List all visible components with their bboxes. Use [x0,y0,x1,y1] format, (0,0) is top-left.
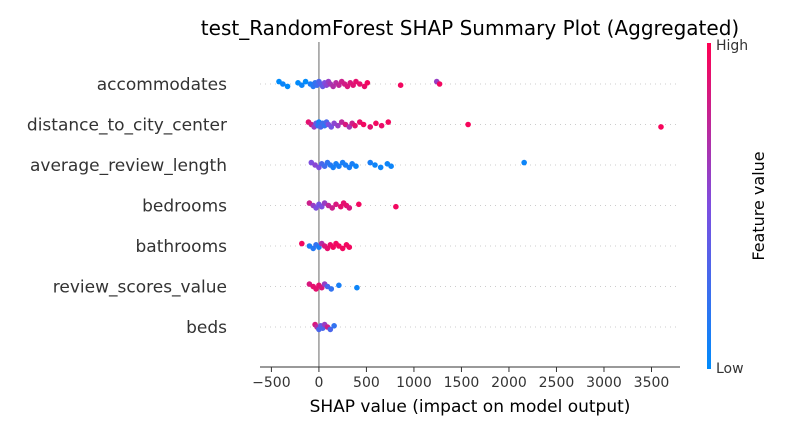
feature-label: distance_to_city_center [27,116,227,136]
shap-point [378,122,385,129]
feature-label: review_scores_value [53,278,227,298]
feature-label: bathrooms [136,237,228,257]
shap-point [331,323,337,329]
shap-point [302,78,309,85]
shap-point [377,164,384,171]
shap-point [299,240,305,247]
colorbar-high-label: High [716,38,748,54]
x-tick-label: 2000 [491,375,527,391]
shap-point [284,83,291,90]
feature-label: beds [186,318,227,338]
shap-point [367,159,374,166]
shap-point [280,81,286,87]
shap-point [372,162,378,168]
x-tick-label: 3500 [634,375,670,391]
shap-point [465,121,471,128]
shap-point [346,205,353,211]
x-axis-label: SHAP value (impact on model output) [310,397,631,417]
feature-label: accommodates [97,75,227,95]
shap-point [336,282,342,289]
shap-point [658,124,664,130]
shap-points [276,78,664,333]
shap-point [335,122,341,129]
x-tick-label: 1000 [396,375,432,391]
feature-label: average_review_length [30,156,227,176]
shap-point [353,163,359,169]
shap-point [356,201,362,208]
shap-point [397,82,404,88]
x-tick-label: 2500 [539,375,575,391]
shap-point [373,120,379,127]
shap-point [436,81,443,87]
shap-point [364,80,371,86]
colorbar-label: Feature value [749,151,768,260]
shap-point [352,122,358,129]
shap-point [333,201,339,208]
shap-point [346,244,353,250]
feature-label: bedrooms [142,197,227,217]
shap-point [299,82,305,88]
x-tick-label: 1500 [444,375,480,391]
shap-point [354,284,360,291]
shap-point [385,119,392,125]
shap-point [367,124,374,130]
shap-point [339,245,346,252]
shap-point [328,286,335,292]
x-axis-ticks: −500 0 500 1000 1500 2000 2500 3000 3500 [252,367,669,391]
shap-point [327,326,334,333]
colorbar-low-label: Low [716,361,744,377]
shap-point [336,163,342,169]
shap-point [360,121,367,128]
feature-rows: accommodates distance_to_city_centeravera… [27,75,680,338]
x-tick-label: 500 [353,375,380,391]
x-tick-label: −500 [252,375,290,391]
shap-point [388,163,394,169]
shap-point [521,159,527,166]
shap-point [329,205,336,211]
x-tick-label: 3000 [586,375,622,391]
x-tick-label: 0 [314,375,323,391]
shap-point [356,81,363,87]
chart-title: test_RandomForest SHAP Summary Plot (Agg… [201,16,739,40]
shap-point [393,203,399,210]
colorbar [707,43,711,369]
